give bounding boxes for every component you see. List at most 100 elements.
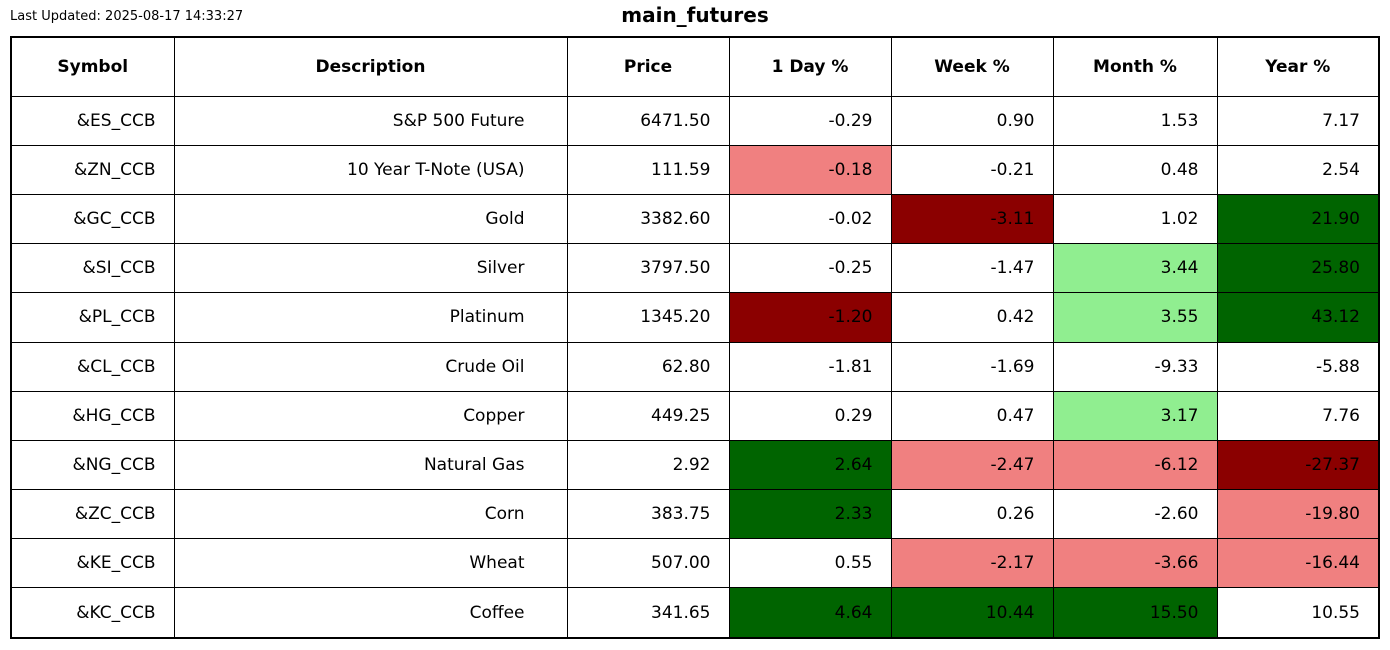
month-change-cell: 0.48 — [1052, 145, 1218, 196]
table-header-row: Symbol Description Price 1 Day % Week % … — [10, 36, 1380, 97]
description-cell: Crude Oil — [173, 341, 568, 392]
symbol-cell: &NG_CCB — [10, 439, 175, 490]
table-row: &ZC_CCB Corn 383.75 2.33 0.26 -2.60 -19.… — [10, 488, 1380, 539]
year-change-cell: 10.55 — [1216, 587, 1380, 639]
column-header-1day-pct: 1 Day % — [728, 36, 892, 97]
column-header-price: Price — [566, 36, 730, 97]
symbol-cell: &KC_CCB — [10, 587, 175, 639]
year-change-cell: 21.90 — [1216, 194, 1380, 245]
description-cell: Wheat — [173, 537, 568, 589]
day-change-cell: -1.81 — [728, 341, 892, 392]
month-change-cell: -9.33 — [1052, 341, 1218, 392]
price-cell: 507.00 — [566, 537, 730, 589]
symbol-cell: &HG_CCB — [10, 390, 175, 441]
description-cell: Corn — [173, 488, 568, 539]
table-row: &GC_CCB Gold 3382.60 -0.02 -3.11 1.02 21… — [10, 194, 1380, 245]
table-row: &KC_CCB Coffee 341.65 4.64 10.44 15.50 1… — [10, 587, 1380, 639]
week-change-cell: -1.69 — [890, 341, 1054, 392]
symbol-cell: &ZN_CCB — [10, 145, 175, 196]
symbol-cell: &PL_CCB — [10, 292, 175, 343]
description-cell: Platinum — [173, 292, 568, 343]
day-change-cell: -0.25 — [728, 243, 892, 294]
symbol-cell: &ZC_CCB — [10, 488, 175, 539]
table-row: &ES_CCB S&P 500 Future 6471.50 -0.29 0.9… — [10, 95, 1380, 147]
price-cell: 3797.50 — [566, 243, 730, 294]
week-change-cell: -3.11 — [890, 194, 1054, 245]
week-change-cell: 0.47 — [890, 390, 1054, 441]
day-change-cell: -0.02 — [728, 194, 892, 245]
month-change-cell: 15.50 — [1052, 587, 1218, 639]
description-cell: Coffee — [173, 587, 568, 639]
table-row: &HG_CCB Copper 449.25 0.29 0.47 3.17 7.7… — [10, 390, 1380, 441]
month-change-cell: 3.44 — [1052, 243, 1218, 294]
description-cell: Gold — [173, 194, 568, 245]
day-change-cell: 0.29 — [728, 390, 892, 441]
column-header-week-pct: Week % — [890, 36, 1054, 97]
day-change-cell: -0.29 — [728, 95, 892, 147]
week-change-cell: 0.26 — [890, 488, 1054, 539]
year-change-cell: -5.88 — [1216, 341, 1380, 392]
last-updated-label: Last Updated: 2025-08-17 14:33:27 — [10, 9, 244, 24]
price-cell: 62.80 — [566, 341, 730, 392]
year-change-cell: -19.80 — [1216, 488, 1380, 539]
column-header-description: Description — [173, 36, 568, 97]
year-change-cell: -16.44 — [1216, 537, 1380, 589]
futures-table-body: &ES_CCB S&P 500 Future 6471.50 -0.29 0.9… — [10, 95, 1380, 639]
price-cell: 449.25 — [566, 390, 730, 441]
table-row: &ZN_CCB 10 Year T-Note (USA) 111.59 -0.1… — [10, 145, 1380, 196]
page-title: main_futures — [621, 3, 769, 27]
day-change-cell: -1.20 — [728, 292, 892, 343]
year-change-cell: -27.37 — [1216, 439, 1380, 490]
day-change-cell: 0.55 — [728, 537, 892, 589]
month-change-cell: -6.12 — [1052, 439, 1218, 490]
description-cell: Natural Gas — [173, 439, 568, 490]
price-cell: 3382.60 — [566, 194, 730, 245]
month-change-cell: 1.02 — [1052, 194, 1218, 245]
description-cell: Silver — [173, 243, 568, 294]
description-cell: 10 Year T-Note (USA) — [173, 145, 568, 196]
day-change-cell: -0.18 — [728, 145, 892, 196]
week-change-cell: -2.17 — [890, 537, 1054, 589]
year-change-cell: 25.80 — [1216, 243, 1380, 294]
day-change-cell: 2.33 — [728, 488, 892, 539]
table-row: &KE_CCB Wheat 507.00 0.55 -2.17 -3.66 -1… — [10, 537, 1380, 589]
week-change-cell: 10.44 — [890, 587, 1054, 639]
week-change-cell: 0.90 — [890, 95, 1054, 147]
symbol-cell: &CL_CCB — [10, 341, 175, 392]
table-row: &CL_CCB Crude Oil 62.80 -1.81 -1.69 -9.3… — [10, 341, 1380, 392]
symbol-cell: &ES_CCB — [10, 95, 175, 147]
week-change-cell: -1.47 — [890, 243, 1054, 294]
column-header-year-pct: Year % — [1216, 36, 1380, 97]
year-change-cell: 7.76 — [1216, 390, 1380, 441]
month-change-cell: 1.53 — [1052, 95, 1218, 147]
symbol-cell: &SI_CCB — [10, 243, 175, 294]
day-change-cell: 2.64 — [728, 439, 892, 490]
week-change-cell: 0.42 — [890, 292, 1054, 343]
year-change-cell: 7.17 — [1216, 95, 1380, 147]
symbol-cell: &GC_CCB — [10, 194, 175, 245]
price-cell: 2.92 — [566, 439, 730, 490]
futures-table: Symbol Description Price 1 Day % Week % … — [10, 36, 1380, 639]
price-cell: 383.75 — [566, 488, 730, 539]
symbol-cell: &KE_CCB — [10, 537, 175, 589]
month-change-cell: -2.60 — [1052, 488, 1218, 539]
price-cell: 1345.20 — [566, 292, 730, 343]
price-cell: 111.59 — [566, 145, 730, 196]
description-cell: S&P 500 Future — [173, 95, 568, 147]
price-cell: 341.65 — [566, 587, 730, 639]
day-change-cell: 4.64 — [728, 587, 892, 639]
month-change-cell: -3.66 — [1052, 537, 1218, 589]
year-change-cell: 2.54 — [1216, 145, 1380, 196]
table-row: &SI_CCB Silver 3797.50 -0.25 -1.47 3.44 … — [10, 243, 1380, 294]
year-change-cell: 43.12 — [1216, 292, 1380, 343]
month-change-cell: 3.17 — [1052, 390, 1218, 441]
table-row: &PL_CCB Platinum 1345.20 -1.20 0.42 3.55… — [10, 292, 1380, 343]
month-change-cell: 3.55 — [1052, 292, 1218, 343]
week-change-cell: -2.47 — [890, 439, 1054, 490]
column-header-month-pct: Month % — [1052, 36, 1218, 97]
week-change-cell: -0.21 — [890, 145, 1054, 196]
table-row: &NG_CCB Natural Gas 2.92 2.64 -2.47 -6.1… — [10, 439, 1380, 490]
price-cell: 6471.50 — [566, 95, 730, 147]
description-cell: Copper — [173, 390, 568, 441]
